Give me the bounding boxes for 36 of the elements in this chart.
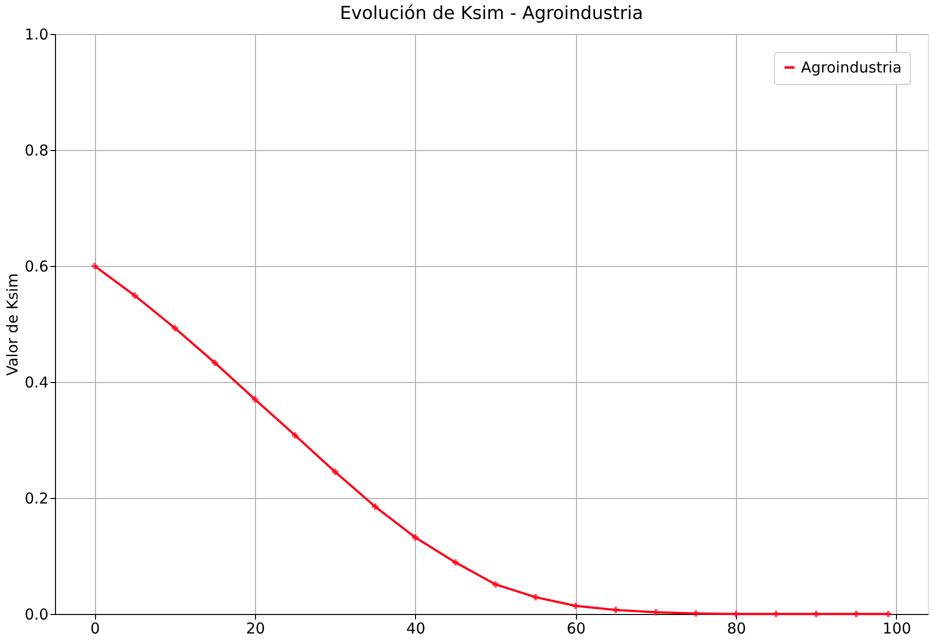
chart-title: Evolución de Ksim - Agroindustria <box>340 3 644 24</box>
point <box>572 602 579 610</box>
point <box>885 610 892 618</box>
y-tick-label: 0.8 <box>24 142 48 160</box>
point <box>732 610 740 618</box>
point <box>612 606 619 614</box>
point <box>492 581 499 588</box>
x-tick-label: 80 <box>726 620 746 638</box>
x-tick-label: 100 <box>882 620 912 638</box>
point <box>132 292 138 299</box>
point <box>332 468 338 476</box>
legend-label: Agroindustria <box>801 58 902 76</box>
x-tick-label: 20 <box>246 620 266 638</box>
point <box>813 610 820 618</box>
point <box>412 534 419 541</box>
point <box>252 396 258 403</box>
y-tick-label: 0.6 <box>24 258 48 276</box>
y-tick-label: 1.0 <box>24 26 48 44</box>
y-axis-title: Valor de Ksim <box>4 273 22 376</box>
point <box>532 594 539 600</box>
y-tick-label: 0.4 <box>24 374 48 392</box>
x-tick-label: 60 <box>566 620 586 638</box>
y-tick-label: 0.2 <box>24 490 48 508</box>
point <box>652 609 659 616</box>
point <box>172 324 178 332</box>
point <box>372 504 378 510</box>
point <box>772 610 780 618</box>
point <box>452 559 459 566</box>
point <box>212 360 218 366</box>
point <box>692 610 700 617</box>
point <box>853 610 860 618</box>
y-tick-label: 0.0 <box>24 606 48 624</box>
point <box>292 432 298 439</box>
x-tick-label: 40 <box>406 620 426 638</box>
point <box>92 262 98 270</box>
x-tick-label: 0 <box>90 620 100 638</box>
